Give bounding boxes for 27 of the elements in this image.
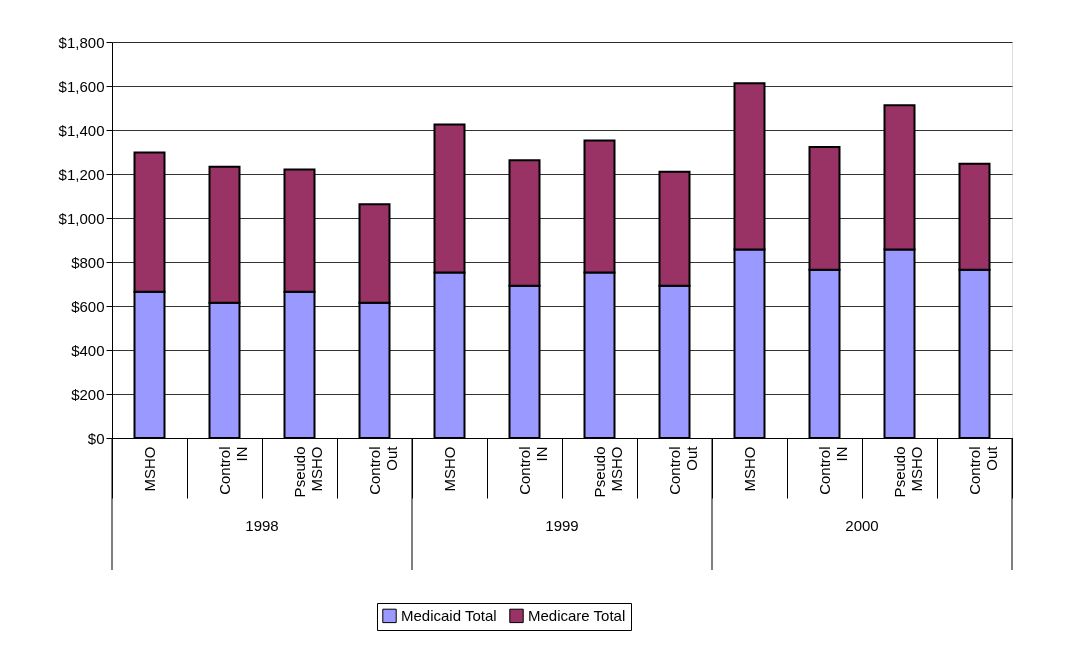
text: 2000	[845, 517, 879, 534]
text: 1999	[545, 517, 579, 534]
x-tick-label: Control Out	[666, 445, 700, 495]
y-tick-label: $800	[71, 253, 105, 271]
y-tick-label: $0	[87, 429, 105, 447]
text: 1998	[245, 517, 279, 534]
y-tick-label: $1,000	[58, 209, 105, 227]
x-tick-label: Pseudo MSHO	[291, 446, 325, 498]
x-tick-label: Control Out	[366, 445, 400, 495]
y-tick-label: $200	[71, 385, 105, 403]
x-tick-label: Pseudo MSHO	[591, 446, 625, 498]
legend-label: Medicaid Total	[401, 606, 497, 624]
x-tick-label: Control IN	[516, 446, 550, 495]
legend-label: Medicare Total	[528, 606, 626, 624]
x-tick-label: MSHO	[141, 446, 158, 492]
y-tick-label: $1,400	[58, 121, 105, 139]
y-tick-label: $400	[71, 341, 105, 359]
x-tick-label: Control Out	[966, 445, 1000, 495]
x-tick-label: Control IN	[816, 446, 850, 495]
y-tick-label: $1,800	[58, 33, 105, 51]
x-tick-label: Control IN	[216, 446, 250, 495]
x-tick-label: MSHO	[441, 446, 458, 492]
x-tick-label: MSHO	[741, 446, 758, 492]
y-tick-label: $600	[71, 297, 105, 315]
y-tick-label: $1,200	[58, 165, 105, 183]
y-tick-label: $1,600	[58, 77, 105, 95]
x-tick-label: Pseudo MSHO	[891, 446, 925, 498]
